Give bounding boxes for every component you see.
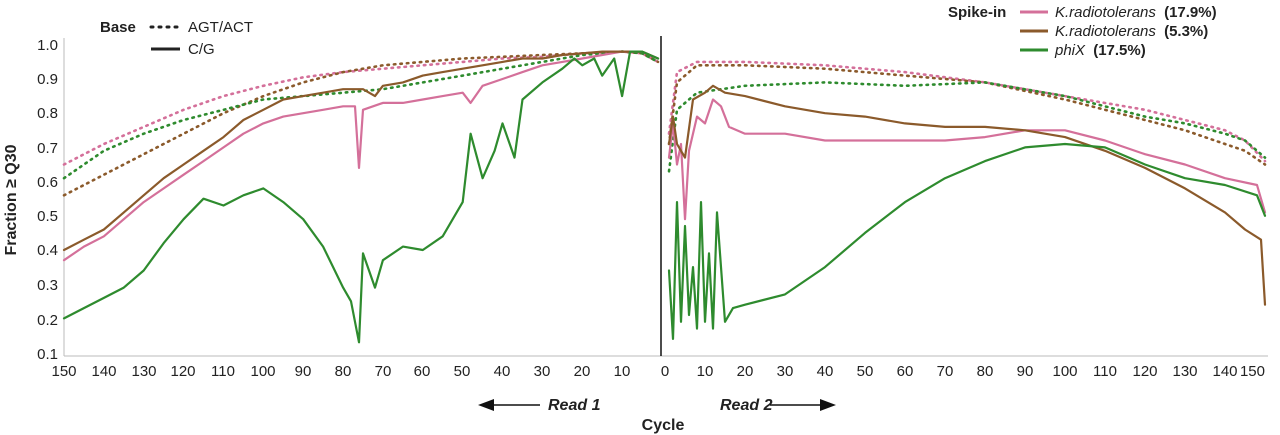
x-tick-label: 70 <box>375 363 392 380</box>
x-tick-label: 10 <box>697 363 714 380</box>
legend-spikein: Spike-in K.radiotolerans (17.9%) K.radio… <box>948 4 1217 59</box>
x-tick-label: 120 <box>1132 363 1157 380</box>
x-tick-label: 150 <box>51 363 76 380</box>
x-tick-label: 110 <box>211 363 235 380</box>
legend-species-pct: (17.5%) <box>1093 42 1146 59</box>
read1-annotation: Read 1 <box>478 397 601 414</box>
read1-label: Read 1 <box>548 397 601 414</box>
legend-base-item-label: AGT/ACT <box>188 19 253 36</box>
y-tick-label: 0.9 <box>37 71 58 88</box>
y-tick-label: 0.6 <box>37 174 58 191</box>
x-tick-label: 110 <box>1093 363 1117 380</box>
series-phix-read1-cg-line <box>62 50 660 344</box>
x-tick-label: 100 <box>250 363 275 380</box>
y-tick-label: 0.4 <box>37 242 58 259</box>
x-tick-labels-read1: 150 140 130 120 110 100 90 80 70 60 50 4… <box>51 363 630 380</box>
series-layer <box>62 50 1267 344</box>
series-phix-read1-agt-line <box>62 50 660 180</box>
legend-spikein-item: K.radiotolerans (5.3%) <box>1055 23 1208 40</box>
read2-label: Read 2 <box>720 397 773 414</box>
legend-spikein-title: Spike-in <box>948 4 1006 21</box>
read1-arrowhead <box>478 399 494 411</box>
series-kr179-read1-agt-line <box>62 50 660 166</box>
legend-species-name: phiX <box>1054 42 1086 59</box>
series-kr53-read1-cg-line <box>62 50 660 252</box>
y-tick-label: 0.5 <box>37 208 58 225</box>
x-tick-label: 80 <box>335 363 352 380</box>
x-tick-label: 50 <box>454 363 471 380</box>
y-tick-label: 0.2 <box>37 312 58 329</box>
read2-arrowhead <box>820 399 836 411</box>
y-tick-label: 1.0 <box>37 37 58 54</box>
x-tick-label: 90 <box>1017 363 1034 380</box>
series-kr179-read2-agt-line <box>667 60 1267 163</box>
x-tick-label: 30 <box>777 363 794 380</box>
x-tick-label: 0 <box>661 363 669 380</box>
y-tick-label: 0.1 <box>37 346 58 363</box>
x-tick-label: 20 <box>574 363 591 380</box>
series-kr179-read1-cg-line <box>62 50 660 262</box>
y-tick-label: 0.7 <box>37 140 58 157</box>
x-tick-label: 130 <box>131 363 156 380</box>
y-axis-label: Fraction ≥ Q30 <box>3 144 20 255</box>
legend-base-item-label: C/G <box>188 41 215 58</box>
x-tick-label: 40 <box>817 363 834 380</box>
legend-species-pct: (17.9%) <box>1164 4 1217 21</box>
x-tick-label: 40 <box>494 363 511 380</box>
x-tick-label: 130 <box>1172 363 1197 380</box>
legend-spikein-item: phiX (17.5%) <box>1054 42 1146 59</box>
x-tick-label: 80 <box>977 363 994 380</box>
legend-species-name: K.radiotolerans <box>1055 23 1156 40</box>
series-kr179-read2-cg-line <box>667 98 1267 221</box>
y-tick-label: 0.8 <box>37 105 58 122</box>
x-tick-label: 140 <box>1212 363 1237 380</box>
x-tick-label: 20 <box>737 363 754 380</box>
y-tick-labels: 0.1 0.2 0.3 0.4 0.5 0.6 0.7 0.8 0.9 1.0 <box>37 37 58 363</box>
series-phix-read2-agt-line <box>667 81 1267 173</box>
x-tick-label: 90 <box>295 363 312 380</box>
x-tick-label: 10 <box>614 363 631 380</box>
series-phix-read2-cg-line <box>667 142 1267 340</box>
series-kr53-read2-cg-line <box>667 84 1267 306</box>
x-tick-label: 70 <box>937 363 954 380</box>
x-tick-label: 140 <box>91 363 116 380</box>
x-axis-label: Cycle <box>642 417 685 434</box>
x-tick-label: 150 <box>1240 363 1265 380</box>
x-tick-label: 60 <box>414 363 431 380</box>
x-tick-labels-read2: 0 10 20 30 40 50 60 70 80 90 100 110 120… <box>661 363 1265 380</box>
legend-base: Base AGT/ACT C/G <box>100 19 253 58</box>
x-tick-label: 50 <box>857 363 874 380</box>
legend-species-name: K.radiotolerans <box>1055 4 1156 21</box>
x-tick-label: 30 <box>534 363 551 380</box>
legend-base-title: Base <box>100 19 136 36</box>
series-kr53-read2-agt-line <box>667 64 1267 166</box>
legend-species-pct: (5.3%) <box>1164 23 1208 40</box>
x-tick-label: 100 <box>1052 363 1077 380</box>
x-tick-label: 60 <box>897 363 914 380</box>
x-tick-label: 120 <box>170 363 195 380</box>
legend-spikein-item: K.radiotolerans (17.9%) <box>1055 4 1217 21</box>
y-tick-label: 0.3 <box>37 277 58 294</box>
read2-annotation: Read 2 <box>720 397 836 414</box>
